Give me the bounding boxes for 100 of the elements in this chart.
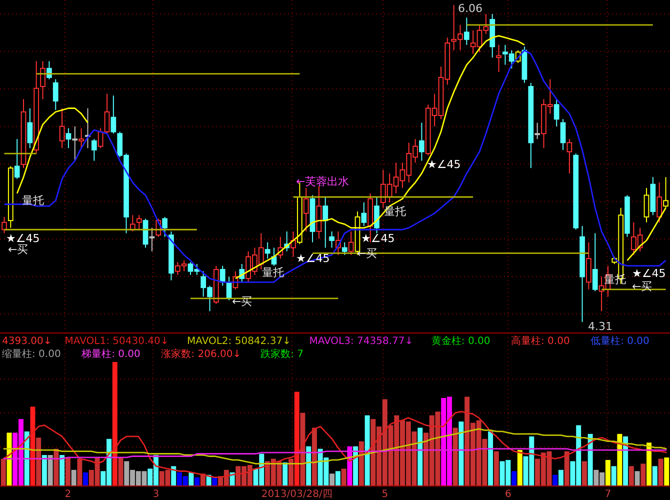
text: MAVOL1: 50430.40↓: [64, 336, 169, 347]
candlestick: [560, 118, 566, 150]
bar: [71, 470, 76, 486]
bar: [488, 431, 494, 486]
text: 4393.00↓: [2, 336, 52, 347]
annotation: ★∠45: [6, 232, 40, 245]
bar: [664, 457, 670, 486]
bar: [312, 428, 317, 486]
bar: [194, 477, 200, 486]
candlestick: [496, 44, 502, 73]
x-tick-label: 6: [504, 489, 512, 500]
candlestick: [586, 242, 592, 290]
bar: [640, 464, 646, 486]
candlestick: [130, 214, 136, 232]
candlestick: [2, 216, 7, 234]
candlestick: [52, 78, 58, 111]
text: MAVOL3: 74358.77↓: [309, 336, 414, 347]
bar: [658, 458, 664, 486]
text: MAVOL2: 50842.37↓: [187, 336, 291, 347]
bar: [60, 455, 65, 486]
bar: [611, 466, 616, 486]
candlestick: [534, 122, 540, 140]
bar: [558, 470, 564, 486]
candlestick: [464, 17, 470, 46]
annotation: 6.06: [458, 2, 482, 15]
bar: [112, 362, 118, 486]
bar: [171, 466, 176, 486]
candlestick: [220, 265, 226, 286]
bar: [628, 466, 634, 486]
bar: [83, 472, 88, 486]
candlestick: [264, 242, 270, 260]
bar: [588, 434, 593, 486]
bar: [48, 455, 53, 486]
text: 高量柱: 0.00: [511, 335, 570, 347]
bar: [358, 441, 364, 486]
bar: [494, 451, 499, 486]
bar: [452, 428, 458, 486]
candlestick: [592, 232, 598, 292]
bar: [300, 412, 306, 486]
bar: [512, 471, 517, 486]
bar: [42, 455, 47, 486]
bar: [54, 448, 59, 486]
annotation: ←芙蓉出水: [296, 175, 350, 188]
candlestick: [78, 128, 84, 149]
candlestick: [136, 214, 142, 230]
text: 梯量柱: 0.00: [80, 348, 140, 360]
candlestick: [149, 227, 155, 252]
text: 涨家数: 206.00↓: [161, 348, 242, 360]
text: 黄金柱: 0.00: [431, 335, 490, 347]
bar: [294, 392, 300, 486]
text: 跌家数: 7: [260, 348, 304, 360]
bar: [646, 442, 652, 486]
candlestick: [342, 242, 348, 256]
bar: [552, 474, 558, 486]
bar: [634, 471, 640, 486]
bar: [617, 434, 622, 486]
bar: [335, 471, 340, 486]
candlestick: [554, 98, 560, 127]
bar: [288, 458, 294, 486]
candlestick: [72, 126, 78, 162]
annotation: 量托: [262, 266, 284, 279]
x-tick-label: 2013/03/28/四: [261, 489, 332, 500]
bar: [306, 446, 312, 486]
candlestick: [14, 138, 20, 180]
bar: [517, 450, 522, 486]
candlestick: [419, 122, 424, 162]
bar: [623, 436, 628, 486]
candlestick: [59, 108, 65, 149]
candlestick: [329, 230, 334, 248]
bar: [652, 466, 658, 486]
candlestick: [322, 196, 328, 248]
candlestick: [40, 60, 46, 100]
candlestick: [110, 95, 116, 134]
bar: [341, 468, 346, 486]
annotation: ←买: [8, 243, 28, 256]
annotation: ★∠45: [632, 267, 666, 280]
bar: [118, 457, 124, 486]
annotation: 量托: [22, 194, 44, 207]
candlestick: [66, 128, 72, 149]
bar: [188, 472, 194, 486]
bar: [30, 406, 36, 486]
x-tick-label: 3: [152, 489, 160, 500]
candlestick: [162, 216, 168, 238]
candlestick: [361, 202, 367, 226]
text: 低量柱: 0.00: [590, 335, 650, 347]
bar: [605, 460, 610, 486]
text: 缩量柱: 0.00: [2, 348, 61, 360]
x-tick-label: 2: [64, 489, 72, 500]
bar: [582, 461, 587, 486]
bar: [330, 474, 335, 486]
annotation: 量托: [384, 205, 406, 218]
annotation: 4.31: [588, 320, 612, 333]
bar: [282, 462, 288, 486]
candlestick: [566, 138, 572, 174]
bar: [77, 458, 82, 486]
bar: [36, 438, 42, 486]
candlestick: [91, 138, 97, 162]
annotation: ★∠45: [427, 158, 461, 171]
bar: [0, 458, 6, 486]
bar: [364, 415, 370, 486]
